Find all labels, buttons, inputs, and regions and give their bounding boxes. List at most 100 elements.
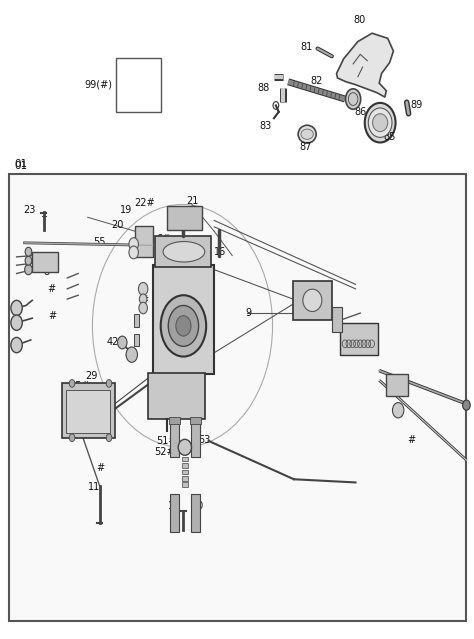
Circle shape (69, 380, 75, 387)
Circle shape (11, 337, 22, 353)
Text: 42: 42 (107, 337, 119, 347)
Text: 8: 8 (44, 266, 49, 277)
Text: #: # (407, 435, 416, 445)
Text: 19: 19 (119, 204, 132, 215)
Bar (182, 470, 188, 474)
Circle shape (129, 246, 138, 259)
Bar (134, 334, 139, 346)
Circle shape (126, 347, 137, 362)
Text: 29: 29 (85, 371, 97, 381)
Text: 6#: 6# (156, 234, 171, 244)
Circle shape (168, 305, 199, 346)
Bar (134, 314, 139, 327)
Ellipse shape (178, 440, 191, 455)
Bar (182, 482, 188, 487)
Text: 11: 11 (88, 482, 100, 492)
Bar (62, 383, 115, 438)
Text: 10: 10 (168, 501, 181, 511)
Ellipse shape (301, 129, 313, 139)
Text: 55: 55 (93, 236, 106, 247)
Text: 45#: 45# (69, 381, 90, 391)
Text: 54#: 54# (60, 428, 81, 438)
Text: 23: 23 (24, 204, 36, 215)
Bar (182, 463, 188, 468)
Circle shape (129, 238, 138, 250)
Circle shape (463, 400, 470, 410)
Text: 83: 83 (259, 121, 272, 132)
Text: 88: 88 (257, 83, 269, 93)
Ellipse shape (303, 289, 322, 311)
Text: 86: 86 (355, 107, 367, 118)
Bar (116, 58, 161, 112)
Bar (153, 265, 214, 374)
Bar (170, 422, 179, 457)
Text: #: # (140, 295, 149, 305)
Ellipse shape (368, 108, 392, 137)
Text: #: # (47, 284, 55, 294)
Text: 16: 16 (214, 247, 227, 258)
Ellipse shape (298, 125, 316, 143)
Text: 99(#): 99(#) (84, 80, 112, 89)
Text: 81: 81 (300, 42, 312, 52)
Ellipse shape (365, 103, 395, 142)
Circle shape (176, 316, 191, 336)
Text: 82: 82 (310, 76, 323, 86)
Text: 51#: 51# (156, 436, 177, 446)
Text: #: # (104, 424, 112, 435)
Text: #: # (96, 463, 105, 473)
Text: 39: 39 (124, 348, 137, 358)
Circle shape (69, 434, 75, 442)
Circle shape (118, 336, 127, 349)
Bar (169, 417, 180, 424)
Text: #: # (48, 311, 56, 321)
Bar (190, 417, 201, 424)
Circle shape (392, 403, 404, 418)
Text: 21: 21 (186, 196, 198, 206)
Text: #: # (173, 328, 182, 339)
Circle shape (25, 265, 32, 275)
Text: 01: 01 (14, 160, 27, 171)
Polygon shape (337, 33, 393, 97)
Text: 85: 85 (383, 132, 395, 142)
Text: 20: 20 (111, 220, 124, 230)
Circle shape (25, 247, 32, 256)
Bar (293, 281, 332, 320)
Bar (148, 373, 205, 419)
Bar (182, 457, 188, 461)
Text: 87: 87 (299, 142, 311, 152)
Text: 53: 53 (199, 435, 211, 445)
Text: 72: 72 (393, 380, 405, 390)
Bar (32, 252, 58, 272)
Bar (332, 307, 342, 332)
Circle shape (11, 315, 22, 330)
Text: 9: 9 (138, 286, 144, 296)
Text: 22#: 22# (134, 198, 155, 208)
Bar (9, 174, 466, 621)
Circle shape (106, 434, 112, 442)
Circle shape (25, 256, 32, 265)
Bar (386, 374, 408, 396)
Text: 10: 10 (192, 501, 204, 511)
Text: 89: 89 (410, 100, 423, 111)
Circle shape (106, 380, 112, 387)
Circle shape (161, 295, 206, 357)
Circle shape (138, 282, 148, 295)
Text: 28: 28 (148, 381, 160, 392)
Circle shape (11, 300, 22, 316)
Bar (167, 206, 202, 230)
Circle shape (139, 302, 147, 314)
Bar (66, 390, 110, 433)
Circle shape (139, 294, 147, 304)
Ellipse shape (373, 114, 388, 132)
Text: 52#: 52# (155, 447, 175, 458)
Text: 80: 80 (353, 15, 365, 26)
Bar (135, 226, 153, 257)
Text: #: # (165, 351, 174, 361)
Bar (191, 422, 200, 457)
Bar (155, 236, 211, 267)
Bar (170, 494, 179, 532)
Text: 9: 9 (246, 308, 252, 318)
Circle shape (346, 89, 361, 109)
Bar (182, 476, 188, 481)
Text: 27: 27 (184, 392, 197, 403)
